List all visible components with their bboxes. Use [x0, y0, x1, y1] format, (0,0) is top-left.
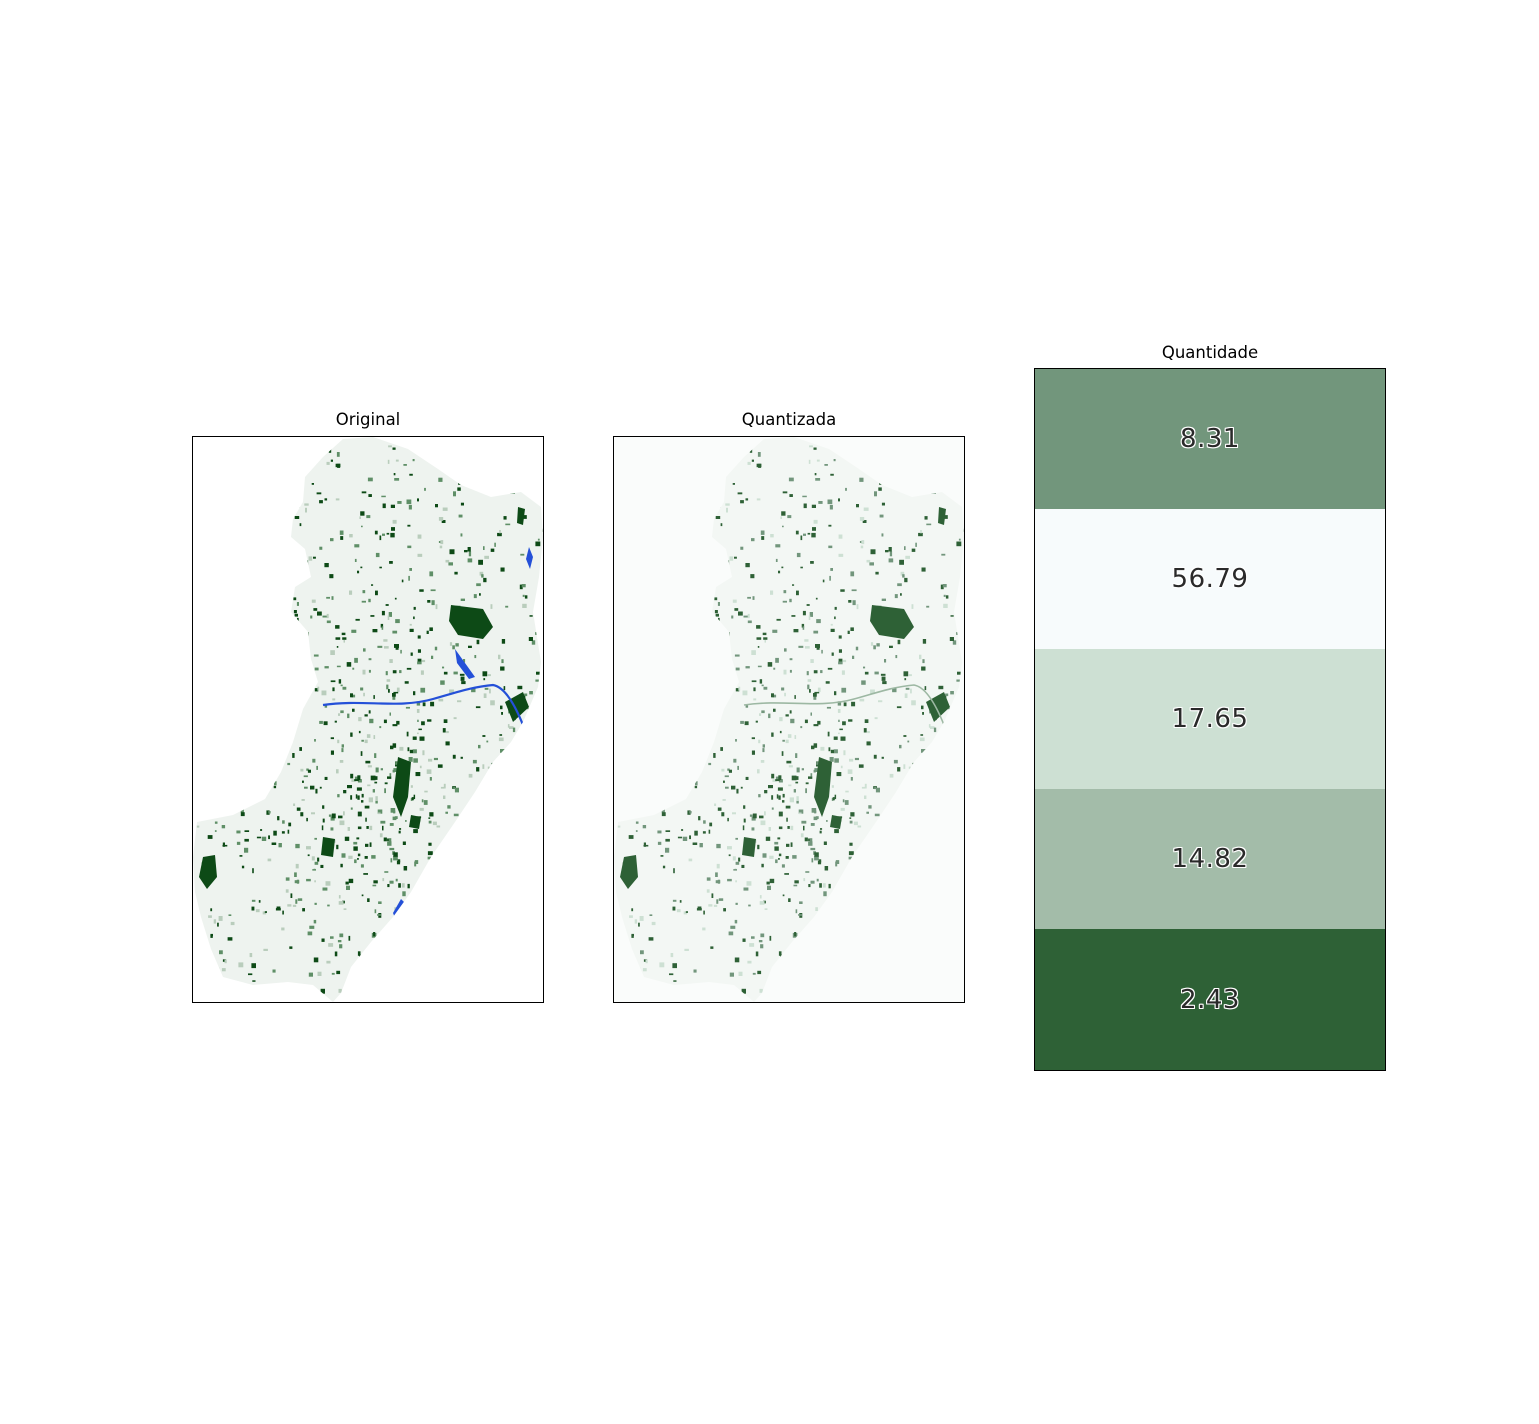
amount-band-label: 17.65 — [1172, 704, 1249, 734]
amount-band-label: 2.43 — [1180, 985, 1240, 1015]
forest-patch — [321, 837, 335, 857]
quantized-panel-title: Quantizada — [613, 410, 965, 429]
amount-panel-title: Quantidade — [1034, 343, 1386, 362]
amount-band-label: 14.82 — [1172, 844, 1249, 874]
forest-patch — [409, 815, 421, 829]
state-landmass — [614, 437, 964, 1002]
forest-patch — [830, 815, 842, 829]
state-landmass — [193, 437, 543, 1002]
original-map-image — [193, 437, 543, 1002]
original-map-panel — [192, 436, 544, 1003]
amount-band: 56.79 — [1035, 509, 1385, 649]
quantized-map-image — [614, 437, 964, 1002]
amount-swatch-panel: 8.31 56.79 17.65 14.82 2.43 — [1034, 368, 1386, 1071]
amount-band: 8.31 — [1035, 369, 1385, 509]
amount-band-label: 8.31 — [1180, 424, 1240, 454]
amount-band: 2.43 — [1035, 929, 1385, 1070]
forest-patch — [742, 837, 756, 857]
amount-band: 14.82 — [1035, 789, 1385, 929]
amount-band: 17.65 — [1035, 649, 1385, 789]
original-panel-title: Original — [192, 410, 544, 429]
quantized-map-panel — [613, 436, 965, 1003]
amount-band-label: 56.79 — [1172, 564, 1249, 594]
